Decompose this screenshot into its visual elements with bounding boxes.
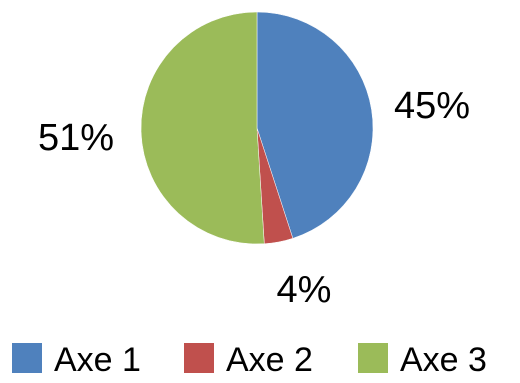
data-label-axe-2: 4% [277,269,332,311]
pie-slice-axe-1 [256,11,374,239]
legend-label-axe-1: Axe 1 [54,341,141,379]
pie-slice-axe-3 [140,11,265,245]
legend-label-axe-2: Axe 2 [226,341,313,379]
data-label-axe-1: 45% [394,85,470,127]
data-label-axe-3: 51% [38,117,114,159]
legend-label-axe-3: Axe 3 [400,341,487,379]
pie-data-labels: 45% 4% 51% [38,85,470,311]
legend-swatch-axe-2 [184,343,214,373]
legend: Axe 1 Axe 2 Axe 3 [12,341,487,379]
pie-slices [140,11,374,245]
legend-swatch-axe-1 [12,343,42,373]
legend-swatch-axe-3 [358,343,388,373]
